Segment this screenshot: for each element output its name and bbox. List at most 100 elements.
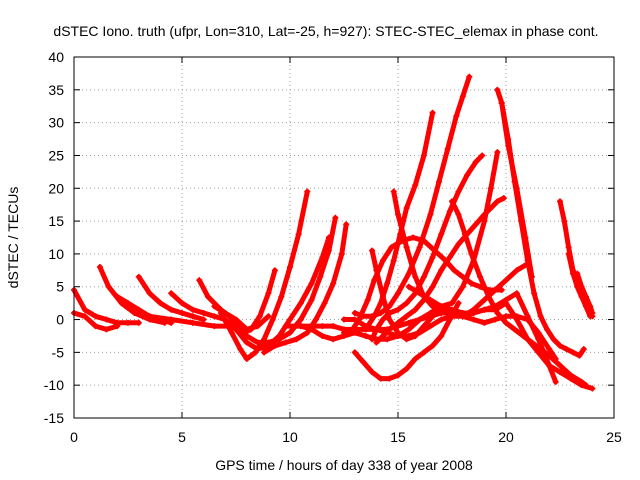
data-point — [114, 293, 121, 300]
data-point — [438, 267, 445, 274]
data-point — [589, 309, 596, 316]
data-point — [351, 309, 358, 316]
data-point — [341, 329, 347, 336]
data-point — [420, 152, 427, 159]
data-point — [386, 316, 393, 323]
data-point — [522, 234, 529, 241]
data-point — [403, 365, 410, 372]
y-axis-label: dSTEC / TECUs — [5, 187, 21, 289]
data-point — [379, 332, 386, 339]
data-point — [449, 300, 455, 307]
x-axis-label: GPS time / hours of day 338 of year 2008 — [215, 457, 473, 473]
data-point — [261, 349, 268, 356]
data-point — [429, 303, 436, 310]
data-point — [481, 218, 488, 225]
data-point — [360, 359, 367, 366]
data-point — [576, 352, 583, 359]
data-point — [565, 250, 572, 257]
data-point — [544, 326, 551, 333]
data-point — [412, 355, 419, 362]
data-point — [455, 188, 462, 195]
data-point — [412, 306, 419, 313]
data-point — [563, 346, 570, 353]
data-point — [557, 362, 563, 369]
data-point — [513, 313, 520, 320]
data-point — [410, 234, 417, 241]
data-point — [254, 346, 261, 353]
data-point — [459, 313, 466, 320]
data-series — [574, 270, 596, 316]
data-point — [295, 231, 302, 238]
data-point — [420, 323, 427, 330]
data-point — [200, 309, 207, 316]
data-point — [287, 329, 293, 336]
data-point — [319, 332, 326, 339]
data-point — [528, 273, 535, 280]
data-point — [395, 290, 401, 297]
data-point — [371, 277, 378, 284]
data-point — [503, 313, 509, 320]
data-point — [513, 185, 520, 192]
data-point — [189, 313, 196, 320]
data-point — [461, 231, 468, 238]
data-series — [217, 188, 311, 362]
data-point — [211, 313, 218, 320]
data-series — [362, 109, 436, 333]
data-point — [330, 280, 337, 287]
data-point — [578, 378, 585, 385]
data-point — [436, 178, 443, 185]
x-tick-label: 20 — [498, 429, 514, 445]
data-point — [438, 316, 445, 323]
data-point — [371, 313, 378, 320]
data-point — [81, 306, 88, 313]
data-point — [455, 211, 462, 218]
data-point — [321, 300, 328, 307]
data-point — [131, 309, 138, 316]
x-tick-label: 15 — [390, 429, 406, 445]
data-point — [395, 372, 401, 379]
data-point — [379, 316, 386, 323]
data-point — [503, 319, 509, 326]
data-point — [265, 313, 272, 320]
data-point — [427, 296, 434, 303]
data-point — [222, 316, 229, 323]
data-point — [362, 332, 369, 339]
data-point — [403, 300, 410, 307]
data-point — [546, 362, 553, 369]
data-point — [269, 316, 276, 323]
data-point — [503, 277, 509, 284]
data-point — [498, 287, 505, 294]
data-point — [308, 280, 315, 287]
data-point — [535, 329, 542, 336]
data-point — [416, 316, 423, 323]
data-point — [557, 342, 563, 349]
data-series — [71, 287, 142, 326]
data-point — [386, 375, 393, 382]
data-point — [332, 214, 339, 221]
data-point — [265, 290, 272, 297]
x-tick-label: 5 — [178, 429, 186, 445]
data-point — [511, 326, 518, 333]
data-point — [217, 309, 224, 316]
x-tick-label: 10 — [282, 429, 298, 445]
data-point — [179, 300, 185, 307]
data-point — [386, 326, 393, 333]
data-point — [446, 254, 453, 261]
data-point — [479, 152, 486, 159]
data-point — [168, 290, 175, 297]
data-point — [451, 267, 458, 274]
data-point — [341, 316, 347, 323]
data-point — [557, 198, 563, 205]
data-point — [271, 342, 278, 349]
data-point — [494, 86, 501, 93]
data-point — [168, 306, 175, 313]
data-point — [550, 336, 557, 343]
y-tick-label: 0 — [56, 312, 64, 328]
data-point — [438, 303, 445, 310]
y-tick-label: 10 — [48, 246, 64, 262]
data-point — [312, 316, 319, 323]
data-point — [492, 287, 499, 294]
data-series — [369, 247, 445, 343]
y-tick-label: 40 — [48, 49, 64, 65]
data-point — [325, 247, 332, 254]
